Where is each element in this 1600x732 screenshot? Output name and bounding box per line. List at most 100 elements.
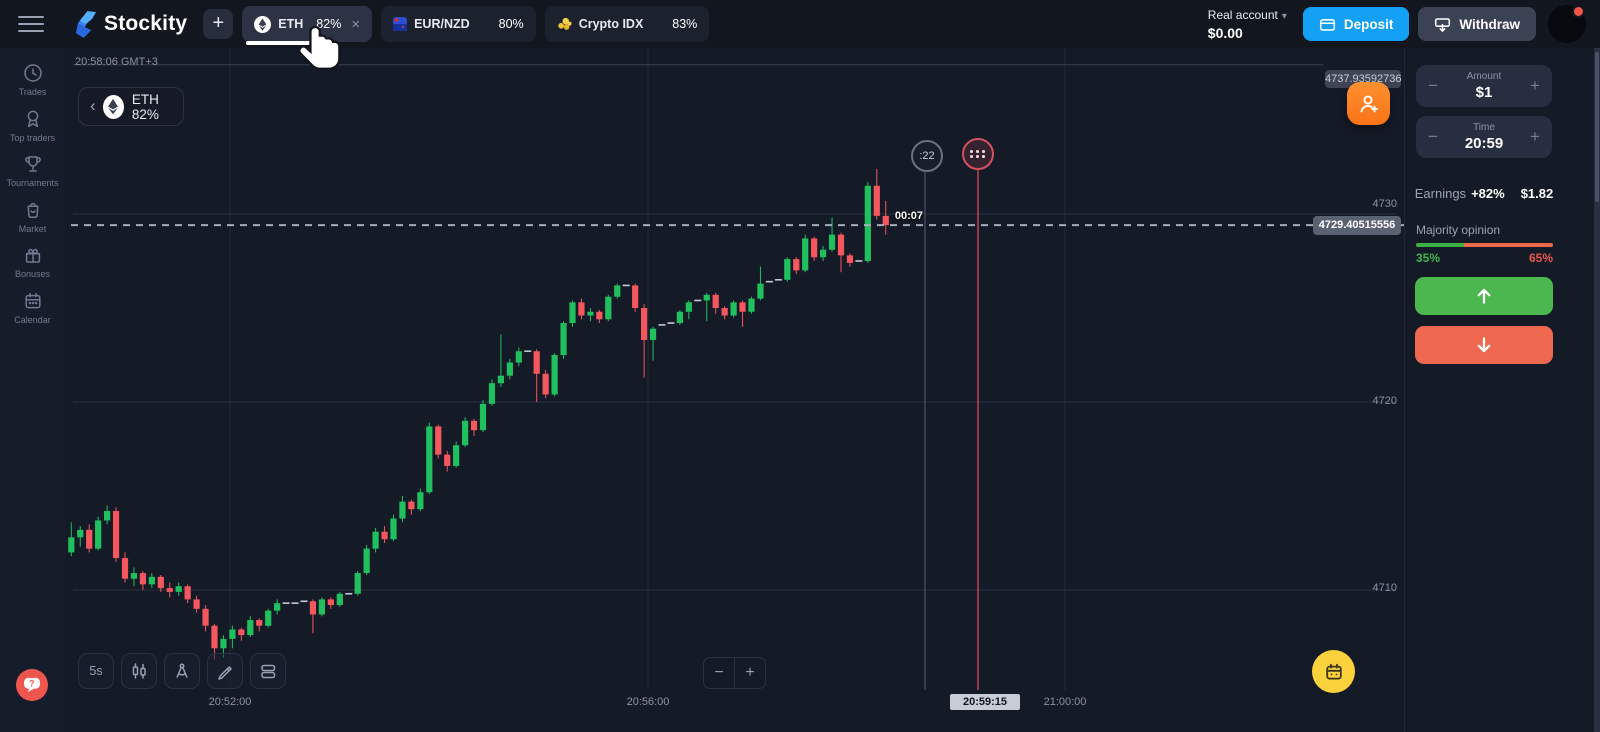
clock-icon bbox=[23, 64, 42, 82]
chart-panel: 20:58:06 GMT+3 ‹ ETH 82% 4737.93592736 4… bbox=[65, 48, 1404, 732]
amount-value[interactable]: $1 bbox=[1475, 84, 1493, 101]
page-scrollbar[interactable] bbox=[1594, 48, 1600, 732]
pencil-icon bbox=[218, 666, 232, 680]
layout-button[interactable] bbox=[250, 653, 286, 689]
arrow-down-icon bbox=[1477, 337, 1491, 353]
indicators-button[interactable] bbox=[164, 653, 200, 689]
topbar-right-group: Real account ▾ $0.00 Deposit Withdraw bbox=[1208, 0, 1586, 48]
sidebar-item-market[interactable]: Market bbox=[0, 199, 65, 245]
eth-logo-icon bbox=[102, 94, 124, 119]
candlestick-chart[interactable] bbox=[65, 48, 1404, 708]
expiry-time-label: 20:59:15 bbox=[950, 694, 1020, 710]
tab-asset-name: Crypto IDX bbox=[578, 17, 644, 31]
buy-up-button[interactable] bbox=[1415, 277, 1553, 315]
current-price-label: 4729.40515556 bbox=[1313, 216, 1401, 235]
sidebar-item-bonuses[interactable]: Bonuses bbox=[0, 244, 65, 290]
chevron-down-icon: ▾ bbox=[1281, 11, 1287, 23]
zoom-out-button[interactable]: − bbox=[703, 657, 735, 689]
scrollbar-thumb[interactable] bbox=[1595, 52, 1599, 202]
time-decrease-button[interactable]: − bbox=[1428, 127, 1438, 146]
sidebar-item-trades[interactable]: Trades bbox=[0, 62, 65, 108]
candles-icon bbox=[132, 663, 146, 679]
eth-coin-icon bbox=[254, 15, 272, 33]
sidebar-item-label: Calendar bbox=[14, 314, 51, 325]
earnings-value: $1.82 bbox=[1520, 186, 1554, 201]
server-clock: 20:58:06 GMT+3 bbox=[75, 56, 158, 68]
account-type-label: Real account bbox=[1207, 8, 1278, 23]
gift-icon bbox=[25, 248, 40, 263]
chart-toolbar: 5s bbox=[78, 653, 293, 689]
calendar-icon bbox=[1325, 663, 1342, 679]
time-value[interactable]: 20:59 bbox=[1464, 135, 1504, 152]
buy-down-button[interactable] bbox=[1415, 326, 1553, 364]
amount-increase-button[interactable]: + bbox=[1530, 76, 1540, 95]
account-switcher[interactable]: Real account ▾ $0.00 bbox=[1208, 5, 1287, 43]
tab-eth[interactable]: ETH 82% × bbox=[242, 6, 373, 45]
deposit-button[interactable]: Deposit bbox=[1302, 7, 1410, 41]
sidebar-item-label: Bonuses bbox=[14, 269, 51, 279]
withdraw-button[interactable]: Withdraw bbox=[1418, 7, 1536, 41]
sidebar-item-label: Trades bbox=[18, 87, 47, 97]
account-balance: $0.00 bbox=[1207, 25, 1243, 42]
tab-asset-name: EUR/NZD bbox=[414, 17, 470, 31]
new-tab-button[interactable]: + bbox=[203, 9, 234, 39]
earnings-label: Earnings bbox=[1414, 186, 1467, 201]
calendar-icon bbox=[24, 292, 41, 308]
amount-label: Amount bbox=[1466, 71, 1502, 82]
app-logo: Stockity bbox=[74, 10, 187, 39]
top-bar: Stockity + ETH 82% × EUR/NZD 80% bbox=[0, 0, 1600, 49]
logo-bolt-icon bbox=[75, 10, 97, 38]
price-gridline-label: 4720 bbox=[1372, 395, 1397, 407]
expiry-dots-icon bbox=[970, 150, 986, 158]
time-label: Time bbox=[1473, 122, 1495, 133]
profile-avatar[interactable] bbox=[1548, 5, 1586, 43]
asset-name-payout: ETH 82% bbox=[131, 91, 159, 122]
tab-cryptoidx[interactable]: Crypto IDX 83% bbox=[544, 6, 710, 42]
expiry-marker bbox=[962, 138, 994, 170]
purchase-countdown-label: 00:07 bbox=[894, 210, 923, 222]
price-gridline-label: 4730 bbox=[1372, 198, 1397, 210]
left-sidebar: Trades Top traders Tournaments Market Bo… bbox=[0, 48, 65, 732]
tab-close-icon[interactable]: × bbox=[351, 15, 361, 33]
sidebar-item-tournaments[interactable]: Tournaments bbox=[0, 153, 65, 199]
price-gridline-label: 4710 bbox=[1372, 582, 1397, 594]
sidebar-item-top-traders[interactable]: Top traders bbox=[0, 108, 65, 154]
drawing-tools-button[interactable] bbox=[207, 653, 243, 689]
deposit-label: Deposit bbox=[1343, 16, 1394, 32]
sidebar-item-label: Market bbox=[18, 223, 47, 234]
help-button[interactable]: ? bbox=[16, 669, 48, 701]
tab-payout: 82% bbox=[316, 17, 342, 31]
help-bubble-icon: ? bbox=[24, 677, 40, 693]
tab-eurnzd[interactable]: EUR/NZD 80% bbox=[381, 6, 536, 42]
active-tab-underline bbox=[246, 41, 324, 45]
majority-opinion-label: Majority opinion bbox=[1416, 223, 1501, 237]
time-axis-label: 20:56:00 bbox=[626, 696, 670, 708]
invite-friend-button[interactable] bbox=[1347, 82, 1390, 125]
asset-selector[interactable]: ‹ ETH 82% bbox=[78, 87, 184, 126]
majority-opinion-bar bbox=[1416, 243, 1553, 247]
chart-type-button[interactable] bbox=[121, 653, 157, 689]
trophy-icon bbox=[24, 156, 41, 172]
menu-hamburger-icon[interactable] bbox=[18, 16, 44, 32]
logo-text: Stockity bbox=[104, 12, 188, 35]
zoom-controls: − + bbox=[703, 657, 766, 689]
events-calendar-button[interactable] bbox=[1312, 650, 1355, 693]
withdraw-icon bbox=[1435, 17, 1451, 32]
time-stepper: − Time 20:59 + bbox=[1416, 116, 1552, 158]
majority-up-segment bbox=[1416, 243, 1464, 247]
timeframe-button[interactable]: 5s bbox=[78, 653, 114, 689]
majority-up-percent: 35% bbox=[1416, 251, 1441, 265]
eurnzd-flag-icon bbox=[393, 17, 408, 31]
buy-window-countdown-marker: :22 bbox=[911, 140, 943, 172]
tab-payout: 83% bbox=[672, 17, 698, 31]
amount-decrease-button[interactable]: − bbox=[1428, 76, 1438, 95]
chevron-left-icon: ‹ bbox=[90, 95, 96, 115]
tab-payout: 80% bbox=[498, 17, 524, 31]
zoom-in-button[interactable]: + bbox=[735, 657, 766, 689]
sidebar-item-label: Top traders bbox=[9, 132, 56, 143]
svg-text:?: ? bbox=[29, 679, 34, 689]
sidebar-item-calendar[interactable]: Calendar bbox=[0, 290, 65, 336]
add-person-icon bbox=[1360, 94, 1378, 112]
time-increase-button[interactable]: + bbox=[1530, 127, 1540, 146]
